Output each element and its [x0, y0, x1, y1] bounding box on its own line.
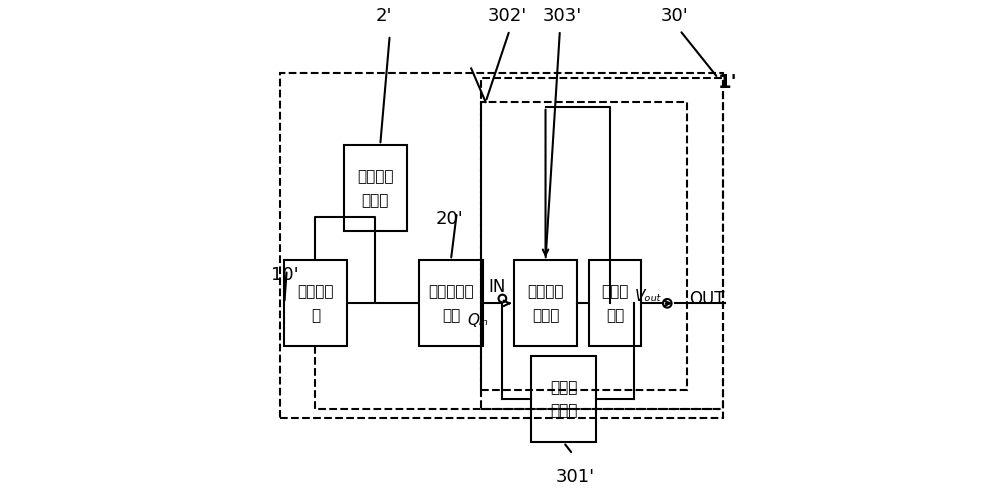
FancyBboxPatch shape [419, 260, 483, 346]
Text: 2': 2' [375, 7, 392, 25]
Text: 1': 1' [718, 73, 738, 92]
Text: 矫正器: 矫正器 [532, 308, 559, 323]
Text: 电压激励: 电压激励 [297, 284, 334, 299]
FancyBboxPatch shape [514, 260, 577, 346]
Text: 增益误差: 增益误差 [527, 284, 564, 299]
Text: Vₒᵤₜ: Vₒᵤₜ [635, 288, 662, 304]
Text: Qᵢₙ: Qᵢₙ [468, 313, 488, 327]
Text: 10': 10' [271, 265, 299, 284]
Text: 电荷反: 电荷反 [550, 380, 577, 395]
Text: 制器: 制器 [442, 308, 460, 323]
FancyBboxPatch shape [589, 260, 641, 346]
Text: 共模电荷控: 共模电荷控 [428, 284, 474, 299]
FancyBboxPatch shape [284, 260, 347, 346]
Text: 传感器: 传感器 [362, 193, 389, 208]
Text: OUT: OUT [689, 289, 725, 307]
Text: 源: 源 [311, 308, 320, 323]
Text: 303': 303' [543, 7, 582, 25]
Text: 预设电容: 预设电容 [357, 169, 394, 184]
Text: 302': 302' [488, 7, 527, 25]
FancyBboxPatch shape [531, 356, 596, 442]
Text: IN: IN [488, 278, 506, 296]
Text: 大器: 大器 [606, 308, 624, 323]
Text: 30': 30' [661, 7, 688, 25]
Text: 差分放: 差分放 [601, 284, 629, 299]
FancyBboxPatch shape [344, 145, 407, 231]
Text: 馈单元: 馈单元 [550, 404, 577, 419]
Text: 301': 301' [556, 468, 595, 486]
Text: 20': 20' [435, 210, 463, 228]
